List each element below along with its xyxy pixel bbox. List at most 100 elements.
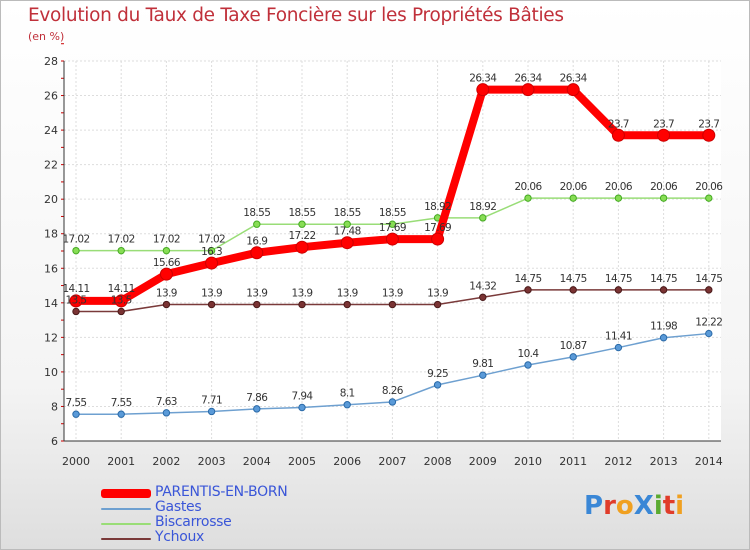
data-label: 7.55 <box>66 397 87 409</box>
data-label: 10.87 <box>560 340 587 352</box>
data-point <box>298 220 306 228</box>
data-point <box>702 128 716 142</box>
data-point <box>117 410 125 418</box>
data-point <box>253 405 261 413</box>
data-label: 9.81 <box>472 358 493 370</box>
data-point <box>159 267 173 281</box>
data-label: 15.66 <box>153 257 181 269</box>
data-point <box>162 300 171 309</box>
x-tick-label: 2014 <box>695 455 723 468</box>
data-label: 20.06 <box>650 181 678 193</box>
data-label: 23.7 <box>653 118 674 130</box>
y-tick-label: 28 <box>44 55 58 68</box>
x-tick-label: 2005 <box>288 455 316 468</box>
y-tick-label: 10 <box>44 366 58 379</box>
data-point <box>659 286 668 294</box>
data-label: 14.11 <box>108 283 135 295</box>
data-label: 17.69 <box>424 222 451 234</box>
data-label: 13.9 <box>156 288 177 300</box>
data-point <box>659 334 668 342</box>
data-point <box>479 371 487 379</box>
data-label: 16.3 <box>201 246 222 258</box>
data-point <box>343 401 351 409</box>
data-point <box>343 300 351 309</box>
data-label: 17.02 <box>108 234 135 246</box>
data-point <box>705 286 713 294</box>
logo-letter: X <box>633 491 654 521</box>
data-label: 18.55 <box>334 207 361 219</box>
data-point <box>521 83 535 97</box>
x-tick-label: 2012 <box>604 455 632 468</box>
legend-label: PARENTIS-EN-BORN <box>155 484 288 500</box>
data-label: 11.41 <box>605 331 632 343</box>
data-label: 13.9 <box>382 288 403 300</box>
legend-label: Gastes <box>155 499 202 515</box>
data-label: 11.98 <box>650 321 677 333</box>
x-tick-label: 2002 <box>152 455 180 468</box>
data-point <box>162 409 171 417</box>
data-point <box>524 286 532 294</box>
data-point <box>207 246 216 255</box>
data-label: 13.9 <box>337 288 358 300</box>
data-label: 14.75 <box>650 273 677 285</box>
data-point <box>72 307 80 316</box>
data-label: 17.02 <box>153 234 180 246</box>
legend-swatch <box>101 508 151 510</box>
data-label: 7.94 <box>292 390 314 402</box>
data-label: 26.34 <box>560 73 588 85</box>
legend-label: Biscarrosse <box>155 514 232 530</box>
data-point <box>479 214 487 222</box>
data-point <box>614 194 623 202</box>
data-label: 18.92 <box>469 201 496 213</box>
data-label: 8.26 <box>382 385 404 397</box>
x-tick-label: 2007 <box>378 455 406 468</box>
x-tick-label: 2003 <box>198 455 226 468</box>
data-label: 16.9 <box>246 236 267 248</box>
data-label: 23.7 <box>608 118 629 130</box>
data-point <box>295 240 309 254</box>
data-point <box>340 236 354 250</box>
data-point <box>524 361 532 369</box>
chart-unit: (en %) <box>28 30 65 43</box>
logo-letter: P <box>584 491 604 521</box>
data-point <box>433 300 442 309</box>
data-label: 12.22 <box>695 317 722 329</box>
data-point <box>705 329 713 338</box>
data-label: 13.9 <box>201 288 222 300</box>
y-tick-label: 8 <box>51 400 58 413</box>
data-label: 7.71 <box>201 394 222 406</box>
x-tick-label: 2009 <box>469 455 497 468</box>
y-tick-label: 26 <box>44 90 58 103</box>
data-point <box>207 407 216 416</box>
data-label: 18.55 <box>243 207 270 219</box>
data-label: 13.9 <box>427 288 448 300</box>
data-point <box>524 194 532 202</box>
data-point <box>72 246 80 255</box>
data-point <box>72 410 80 418</box>
data-label: 14.32 <box>469 280 496 292</box>
data-point <box>388 300 397 309</box>
data-label: 14.11 <box>62 283 89 295</box>
data-point <box>388 220 397 228</box>
y-tick-label: 20 <box>44 193 58 206</box>
proxiti-logo: ProXiti <box>584 491 684 521</box>
data-label: 10.4 <box>518 348 540 360</box>
logo-letter: i <box>675 491 685 521</box>
x-tick-label: 2008 <box>424 455 452 468</box>
logo-letter: t <box>662 491 676 521</box>
data-label: 8.1 <box>340 388 355 400</box>
y-tick-label: 6 <box>51 435 58 448</box>
data-point <box>385 232 399 246</box>
data-label: 17.02 <box>198 234 225 246</box>
data-point <box>298 403 306 412</box>
logo-letter: o <box>615 491 634 521</box>
data-point <box>476 83 490 97</box>
data-point <box>205 256 219 270</box>
y-tick-label: 18 <box>44 228 58 241</box>
data-label: 13.5 <box>111 294 132 306</box>
data-point <box>343 220 351 228</box>
data-label: 14.75 <box>605 273 632 285</box>
data-point <box>479 293 487 301</box>
data-point <box>253 220 261 228</box>
